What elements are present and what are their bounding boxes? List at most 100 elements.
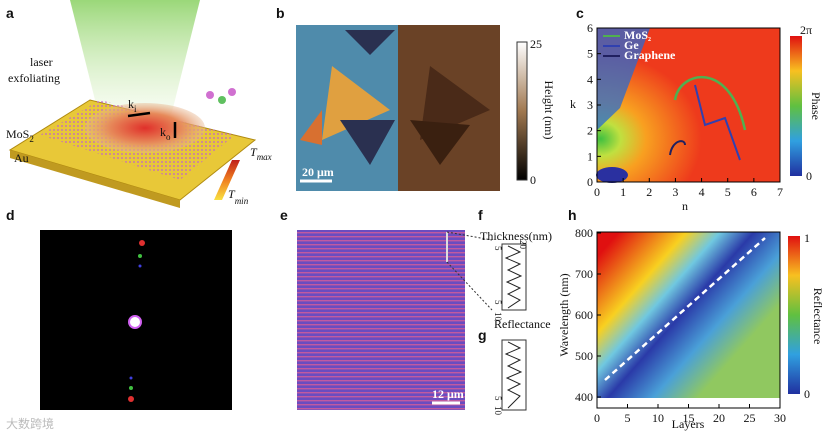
y-tick-label: 600: [575, 308, 593, 322]
inset-tick: 10: [493, 312, 503, 322]
y-tick-label: 0: [587, 175, 593, 189]
colorbar-label: Reflectance: [811, 288, 825, 345]
x-tick-label: 2: [646, 185, 652, 199]
legend-label: Graphene: [624, 48, 676, 62]
flake: [340, 120, 395, 165]
colorbar-tick: 0: [804, 387, 810, 401]
spot: [128, 315, 142, 329]
spot: [138, 264, 142, 268]
y-axis-label: k: [570, 97, 576, 111]
inset-tick: 5: [493, 300, 503, 305]
x-tick-label: 1: [620, 185, 626, 199]
colorbar: [788, 236, 800, 394]
watermark: 大数跨境: [6, 416, 54, 431]
label: Tmax: [250, 145, 272, 162]
striped-image: [297, 230, 465, 410]
y-axis-label: Wavelength (nm): [557, 273, 571, 356]
x-tick-label: 0: [594, 185, 600, 199]
flake: [322, 66, 390, 140]
hot-spot: [85, 103, 205, 153]
spot: [138, 254, 142, 258]
inset-tick: 10: [493, 406, 503, 416]
scale-label: 20 μm: [302, 165, 334, 179]
panel-label: e: [280, 207, 288, 223]
panel-label: a: [6, 5, 14, 21]
phase-region: [596, 167, 628, 183]
colorbar-tick: 0: [806, 169, 812, 183]
colorbar-tick: 25: [530, 37, 542, 51]
colorbar: [790, 36, 802, 176]
x-axis-label: n: [682, 199, 688, 213]
y-tick-label: 6: [587, 21, 593, 35]
spot: [129, 386, 133, 390]
colorbar: [516, 41, 528, 181]
x-tick-label: 25: [744, 411, 756, 425]
x-tick-label: 5: [625, 411, 631, 425]
y-tick-label: 2: [587, 124, 593, 138]
graphene-curve: [669, 140, 686, 156]
temperature-bar: [214, 160, 240, 200]
arrow-ki: [127, 111, 151, 118]
panel-label: g: [478, 327, 487, 343]
panel-label: d: [6, 207, 15, 223]
inset-tick: 5: [493, 396, 503, 401]
panel-label: c: [576, 5, 584, 21]
label: Au: [14, 151, 29, 165]
x-tick-label: 5: [725, 185, 731, 199]
x-tick-label: 7: [777, 185, 783, 199]
phase-region: [597, 28, 650, 130]
label: Tmin: [228, 187, 249, 206]
mos2-curve: [673, 75, 747, 131]
scale-label: 12 μm: [432, 387, 464, 401]
spot: [139, 240, 145, 246]
particle: [218, 96, 226, 104]
colorbar-tick: 1: [804, 231, 810, 245]
particle: [228, 88, 236, 96]
colorbar-label: Phase: [809, 92, 823, 120]
label: ko: [160, 125, 171, 142]
inset-title: Thickness(nm): [480, 229, 552, 243]
profile: [504, 245, 523, 309]
panel-label: f: [478, 207, 483, 223]
trend-line: [604, 237, 766, 381]
colorbar-label: Height (nm): [542, 81, 556, 140]
particle: [206, 91, 214, 99]
flake: [410, 120, 470, 165]
colorbar-tick: 2π: [800, 23, 812, 37]
y-tick-label: 5: [587, 47, 593, 61]
legend-label: MoS2: [624, 28, 651, 43]
panel-label: b: [276, 5, 285, 21]
y-tick-label: 3: [587, 98, 593, 112]
y-tick-label: 1: [587, 149, 593, 163]
x-tick-label: 3: [672, 185, 678, 199]
x-tick-label: 20: [713, 411, 725, 425]
label: exfoliating: [8, 71, 60, 85]
inset-title: Reflectance: [494, 317, 551, 331]
x-axis-label: Layers: [672, 417, 705, 431]
x-tick-label: 6: [751, 185, 757, 199]
spot: [128, 396, 134, 402]
spot: [129, 376, 133, 380]
x-tick-label: 4: [699, 185, 705, 199]
profile: [504, 341, 523, 409]
y-tick-label: 400: [575, 390, 593, 404]
label: ki: [128, 97, 137, 114]
panel-label: h: [568, 207, 577, 223]
label: MoS2: [6, 127, 34, 144]
inset-frame: [501, 339, 527, 411]
y-tick-label: 4: [587, 72, 593, 86]
inset-frame: [501, 243, 527, 311]
ge-curve: [694, 84, 741, 161]
inset-tick: 5: [493, 246, 503, 251]
y-tick-label: 500: [575, 349, 593, 363]
flake: [345, 30, 395, 55]
legend-label: Ge: [624, 38, 639, 52]
x-tick-label: 10: [652, 411, 664, 425]
guide: [446, 261, 493, 311]
inset-tick: 20: [518, 240, 528, 250]
colorbar-tick: 0: [530, 173, 536, 187]
y-tick-label: 700: [575, 267, 593, 281]
y-tick-label: 800: [575, 226, 593, 240]
